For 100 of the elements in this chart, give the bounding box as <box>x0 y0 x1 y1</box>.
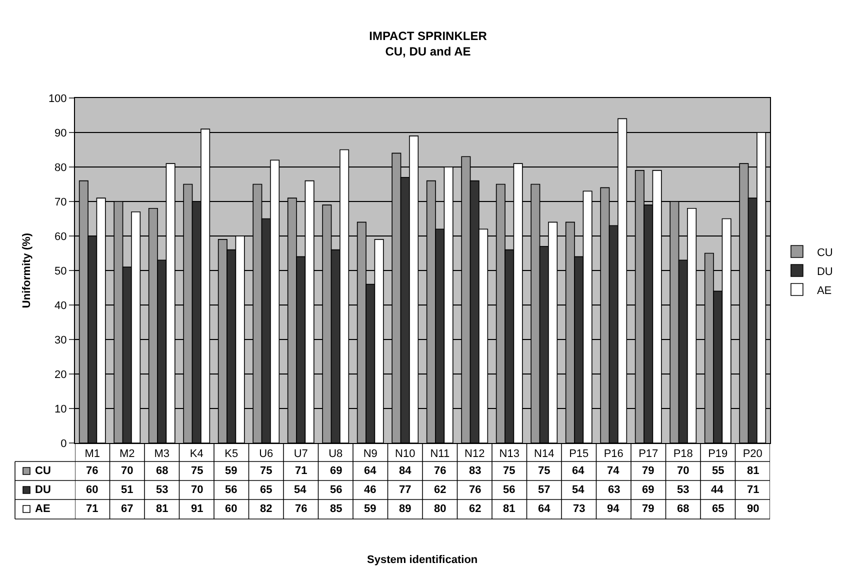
data-label: 68 <box>156 465 168 477</box>
data-label: 84 <box>399 465 412 477</box>
data-label: 81 <box>747 465 760 477</box>
x-tick-label: N10 <box>395 448 416 460</box>
x-tick-label: M2 <box>119 448 135 460</box>
data-label: 75 <box>538 465 550 477</box>
x-tick-label: N9 <box>363 448 378 460</box>
y-tick-label: 30 <box>54 334 67 346</box>
data-label: 69 <box>330 465 342 477</box>
data-label: 71 <box>747 484 760 496</box>
y-tick-label: 90 <box>54 127 67 140</box>
x-tick-label: M3 <box>154 448 170 460</box>
legend-label: DU <box>35 484 51 496</box>
data-label: 76 <box>469 484 482 496</box>
data-label: 80 <box>434 503 446 515</box>
data-label: 71 <box>295 465 308 477</box>
data-label: 54 <box>294 484 308 496</box>
data-label: 73 <box>573 503 586 515</box>
data-label: 59 <box>364 503 376 515</box>
data-label: 70 <box>191 484 204 496</box>
data-label: 60 <box>86 484 98 496</box>
data-label: 59 <box>225 465 238 477</box>
data-label: 89 <box>399 503 412 515</box>
y-tick-label: 0 <box>60 438 67 450</box>
y-tick-label: 60 <box>54 230 67 243</box>
data-label: 82 <box>260 503 272 515</box>
x-tick-label: P20 <box>742 448 762 460</box>
x-tick-label: N12 <box>464 448 485 460</box>
text: System identification <box>367 554 478 566</box>
x-tick-label: N13 <box>499 448 520 460</box>
y-axis-title: Uniformity (%) <box>21 232 34 308</box>
data-label: 63 <box>608 484 620 496</box>
x-tick-label: U7 <box>294 448 308 460</box>
x-tick-label: K5 <box>224 448 238 460</box>
data-label: 76 <box>86 465 98 477</box>
x-tick-label: N14 <box>534 448 554 460</box>
y-tick-label: 100 <box>48 92 67 105</box>
data-label: 53 <box>156 484 168 496</box>
y-tick-label: 50 <box>54 265 67 278</box>
x-tick-label: P17 <box>638 448 658 460</box>
x-tick-label: U6 <box>259 448 274 460</box>
data-label: 67 <box>121 503 134 515</box>
y-tick-label: 80 <box>54 162 67 174</box>
text: AE <box>35 503 50 515</box>
data-label: 56 <box>503 484 516 496</box>
data-label: 60 <box>225 503 238 515</box>
x-tick-label: P15 <box>569 448 589 460</box>
legend-label: CU <box>35 465 51 477</box>
data-label: 91 <box>191 503 204 515</box>
x-tick-label: N11 <box>430 448 450 460</box>
y-tick-label: 40 <box>54 300 67 312</box>
data-label: 79 <box>642 503 654 515</box>
data-label: 53 <box>677 484 690 496</box>
data-label: 62 <box>469 503 482 515</box>
data-label: 62 <box>434 484 446 496</box>
data-label: 65 <box>712 503 724 515</box>
data-label: 70 <box>677 465 690 477</box>
data-label: 54 <box>572 484 586 496</box>
legend-label: AE <box>816 284 832 297</box>
y-tick-label: 20 <box>54 368 67 381</box>
x-tick-label: M1 <box>84 448 100 460</box>
y-tick-label: 70 <box>54 196 67 208</box>
x-tick-label: K4 <box>190 448 204 460</box>
data-label: 75 <box>191 465 204 477</box>
data-label: 65 <box>260 484 272 496</box>
data-label: 68 <box>677 503 690 515</box>
data-label: 75 <box>260 465 272 477</box>
data-label: 76 <box>295 503 308 515</box>
data-label: 64 <box>364 465 378 477</box>
data-label: 69 <box>642 484 654 496</box>
data-label: 76 <box>434 465 446 477</box>
data-label: 70 <box>121 465 134 477</box>
text: DU <box>816 266 833 278</box>
data-label: 90 <box>747 503 760 515</box>
x-tick-label: P16 <box>604 448 624 460</box>
y-tick-label: 10 <box>54 403 67 416</box>
data-label: 56 <box>225 484 238 496</box>
data-label: 44 <box>711 484 724 496</box>
data-label: 64 <box>572 465 586 477</box>
x-tick-label: P19 <box>708 448 728 460</box>
x-tick-label: P18 <box>673 448 693 460</box>
chart-title: IMPACT SPRINKLER CU, DU and AE <box>369 29 488 59</box>
x-tick-label: U8 <box>328 448 343 460</box>
data-label: 55 <box>712 465 724 477</box>
data-label: 81 <box>503 503 516 515</box>
data-label: 56 <box>330 484 342 496</box>
data-label: 75 <box>503 465 516 477</box>
data-label: 85 <box>330 503 342 515</box>
data-label: 77 <box>399 484 412 496</box>
data-label: 57 <box>538 484 550 496</box>
text: CU <box>816 246 833 259</box>
data-label: 46 <box>364 484 376 496</box>
data-label: 74 <box>607 465 620 477</box>
data-label: 81 <box>156 503 168 515</box>
data-label: 71 <box>86 503 98 515</box>
data-label: 64 <box>538 503 552 515</box>
data-label: 51 <box>121 484 134 496</box>
data-label: 83 <box>469 465 482 477</box>
data-label: 94 <box>607 503 620 515</box>
data-label: 79 <box>642 465 654 477</box>
